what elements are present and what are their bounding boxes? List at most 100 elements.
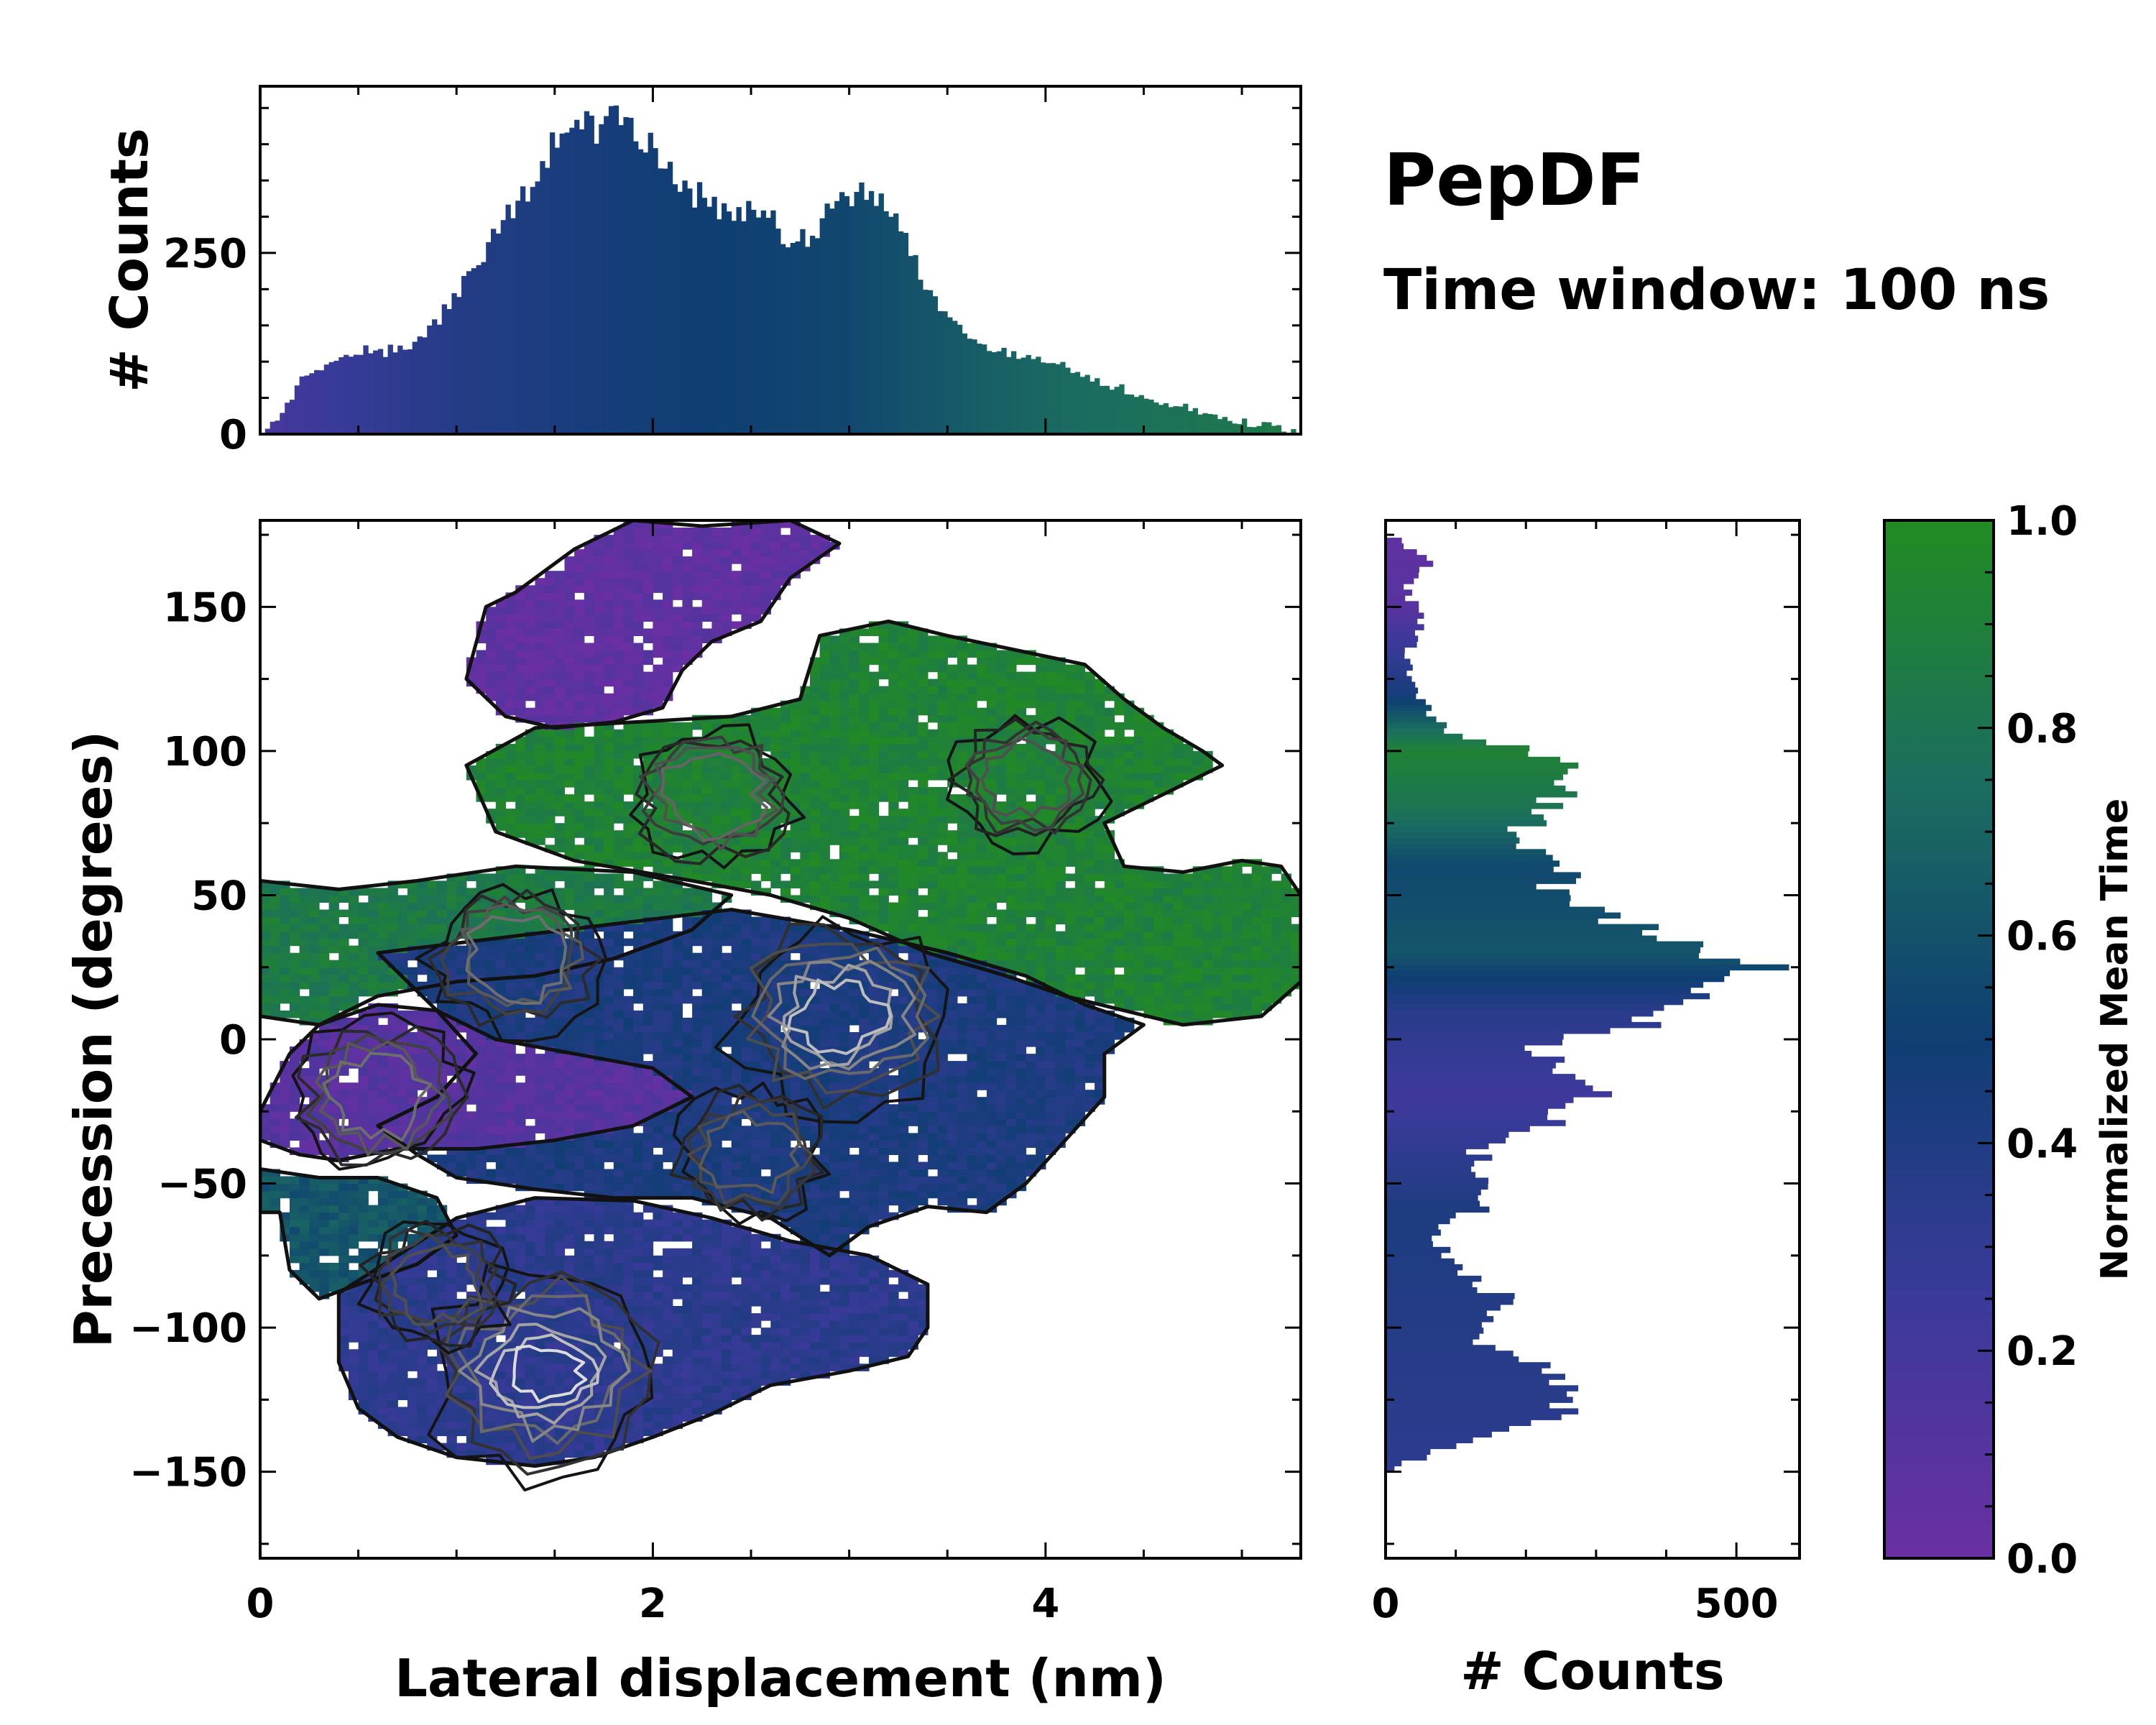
heatmap-cell: [525, 1284, 536, 1292]
heatmap-cell: [672, 801, 683, 809]
heatmap-cell: [653, 924, 663, 932]
heatmap-cell: [604, 960, 614, 968]
heatmap-cell: [554, 916, 566, 925]
heatmap-cell: [456, 1450, 467, 1458]
top-histogram-bar: [1232, 423, 1238, 434]
heatmap-cell: [260, 988, 271, 997]
heatmap-cell: [348, 902, 359, 911]
top-histogram-bar: [717, 219, 722, 434]
heatmap-cell: [535, 607, 545, 615]
heatmap-cell: [760, 1262, 771, 1271]
heatmap-cell: [309, 1190, 320, 1199]
heatmap-cell: [574, 1349, 585, 1357]
heatmap-cell: [623, 780, 634, 788]
heatmap-cell: [594, 1061, 604, 1069]
heatmap-cell: [692, 1162, 703, 1170]
heatmap-cell: [770, 1140, 781, 1148]
heatmap-cell: [505, 1162, 516, 1170]
heatmap-cell: [692, 750, 703, 759]
heatmap-cell: [682, 599, 693, 607]
heatmap-cell: [594, 1407, 604, 1414]
heatmap-cell: [731, 621, 742, 629]
heatmap-cell: [348, 1371, 359, 1379]
heatmap-cell: [741, 773, 752, 781]
heatmap-cell: [722, 974, 732, 983]
heatmap-cell: [770, 1039, 781, 1047]
heatmap-cell: [604, 1299, 614, 1307]
heatmap-cell: [554, 931, 566, 939]
heatmap-cell: [564, 873, 575, 881]
heatmap-cell: [387, 1090, 398, 1098]
heatmap-cell: [741, 974, 752, 983]
heatmap-cell: [751, 765, 762, 773]
heatmap-cell: [348, 1024, 359, 1033]
heatmap-cell: [751, 1104, 762, 1112]
heatmap-cell: [368, 895, 379, 903]
heatmap-cell: [701, 1276, 712, 1285]
heatmap-cell: [633, 1428, 644, 1437]
heatmap-cell: [486, 1414, 497, 1422]
heatmap-cell: [613, 542, 625, 550]
heatmap-cell: [476, 758, 487, 766]
heatmap-cell: [701, 1082, 712, 1090]
heatmap-cell: [731, 585, 742, 593]
heatmap-cell: [260, 1118, 271, 1126]
heatmap-cell: [436, 1140, 448, 1148]
heatmap-cell: [554, 780, 566, 788]
heatmap-cell: [663, 1017, 673, 1026]
heatmap-cell: [692, 1226, 703, 1235]
heatmap-cell: [387, 895, 398, 903]
heatmap-cell: [486, 1435, 497, 1444]
heatmap-cell: [722, 1392, 732, 1400]
heatmap-cell: [653, 830, 663, 838]
heatmap-cell: [328, 981, 339, 990]
heatmap-cell: [486, 1104, 497, 1112]
heatmap-cell: [545, 1371, 556, 1379]
heatmap-cell: [545, 599, 556, 607]
heatmap-cell: [653, 1090, 663, 1098]
heatmap-cell: [554, 773, 566, 781]
heatmap-cell: [348, 1335, 359, 1343]
heatmap-cell: [290, 1248, 300, 1256]
heatmap-cell: [319, 1241, 330, 1249]
heatmap-cell: [328, 1118, 339, 1126]
heatmap-cell: [731, 1313, 742, 1321]
heatmap-cell: [554, 938, 566, 947]
heatmap-cell: [564, 1003, 575, 1011]
heatmap-cell: [486, 988, 497, 997]
heatmap-cell: [290, 895, 300, 903]
heatmap-cell: [722, 1356, 732, 1364]
top-histogram-bar: [309, 373, 315, 434]
heatmap-cell: [711, 528, 722, 535]
heatmap-cell: [358, 1017, 369, 1026]
heatmap-cell: [525, 585, 536, 593]
heatmap-cell: [476, 1075, 487, 1083]
heatmap-cell: [653, 758, 663, 766]
heatmap-cell: [358, 1046, 369, 1054]
heatmap-cell: [397, 1356, 408, 1364]
heatmap-cell: [515, 628, 526, 636]
heatmap-cell: [604, 916, 614, 925]
heatmap-cell: [731, 816, 742, 824]
heatmap-cell: [642, 909, 654, 918]
heatmap-cell: [692, 845, 703, 852]
heatmap-cell: [584, 1032, 595, 1040]
top-histogram-bar: [407, 349, 413, 434]
heatmap-cell: [397, 1428, 408, 1437]
heatmap-cell: [672, 1292, 683, 1300]
heatmap-cell: [672, 1147, 683, 1155]
heatmap-cell: [701, 1039, 712, 1047]
heatmap-cell: [545, 1262, 556, 1271]
heatmap-cell: [594, 1421, 604, 1430]
heatmap-cell: [397, 1190, 408, 1199]
heatmap-cell: [309, 988, 320, 997]
heatmap-cell: [299, 938, 310, 947]
heatmap-cell: [505, 650, 516, 658]
heatmap-cell: [613, 1118, 625, 1126]
heatmap-cell: [564, 845, 575, 852]
heatmap-cell: [594, 1226, 604, 1235]
heatmap-cell: [731, 1090, 742, 1098]
heatmap-cell: [722, 1292, 732, 1300]
top-histogram-bar: [741, 221, 747, 434]
heatmap-cell: [466, 1169, 477, 1177]
